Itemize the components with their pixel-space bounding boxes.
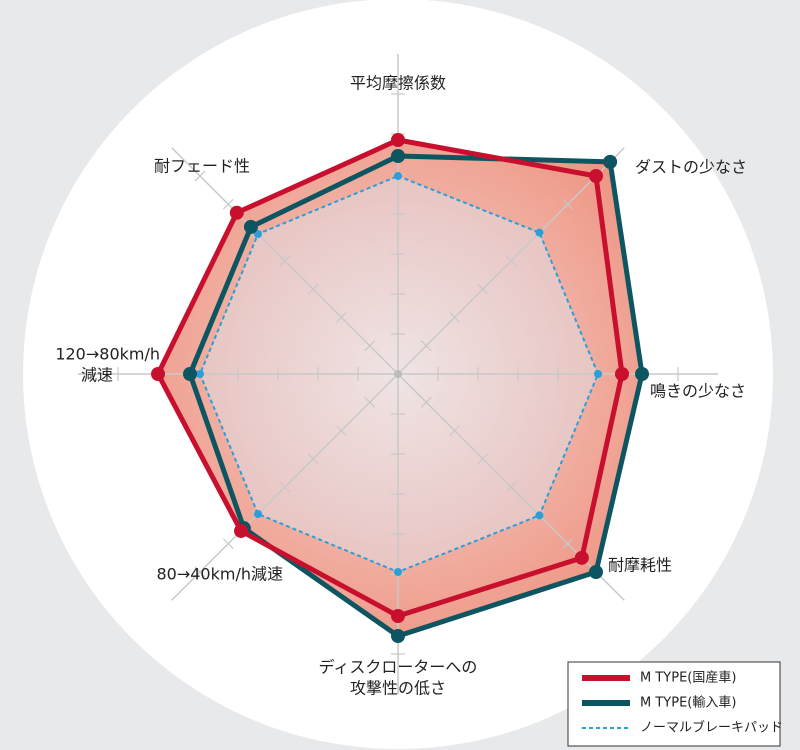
axis-label: ディスクローターへの [319, 658, 478, 677]
axis-label: 攻撃性の低さ [350, 679, 446, 698]
tick-mark [562, 538, 574, 550]
tick-mark [420, 396, 432, 408]
data-point [391, 149, 405, 163]
axis-label: 平均摩擦係数 [350, 74, 446, 93]
tick-mark [222, 198, 234, 210]
tick-mark [364, 340, 376, 352]
tick-mark [279, 255, 291, 267]
tick-mark [336, 312, 347, 323]
data-point [535, 228, 544, 237]
data-point [635, 367, 649, 381]
center-dot [394, 370, 402, 378]
data-point [535, 511, 544, 520]
tick-mark [505, 481, 517, 493]
axis-label: 耐摩耗性 [608, 556, 672, 575]
tick-mark [279, 481, 291, 493]
axis-label: 鳴きの少なさ [650, 382, 746, 401]
data-point [253, 510, 262, 519]
tick-mark [420, 340, 432, 352]
axis-label: 耐フェード性 [154, 157, 250, 176]
legend-label: M TYPE(国産車) [640, 670, 736, 686]
tick-mark [194, 170, 206, 182]
tick-mark [477, 283, 489, 295]
axis-label: 減速 [81, 366, 113, 385]
data-point [243, 219, 258, 234]
tick-mark [477, 453, 489, 465]
data-point [391, 629, 405, 643]
data-point [253, 229, 262, 238]
tick-mark [222, 538, 234, 550]
data-point [151, 367, 165, 381]
data-point [588, 564, 603, 579]
data-point [234, 523, 249, 538]
data-point [394, 568, 402, 576]
legend-label: M TYPE(輸入車) [640, 696, 736, 711]
tick-mark [307, 453, 319, 465]
data-point [391, 133, 405, 147]
axis-label: ダストの少なさ [635, 158, 747, 177]
tick-mark [449, 425, 460, 436]
data-point [394, 172, 402, 180]
tick-mark [307, 283, 319, 295]
axis-label: 120→80km/h [55, 345, 160, 364]
tick-mark [449, 312, 460, 323]
data-point [196, 370, 204, 378]
data-point [603, 154, 618, 169]
data-point [183, 367, 197, 381]
tick-mark [194, 566, 206, 578]
data-point [229, 205, 244, 220]
data-point [588, 169, 603, 184]
tick-mark [562, 198, 574, 210]
tick-mark [505, 255, 517, 267]
data-point [391, 609, 405, 623]
legend-label: ノーマルブレーキパッド [640, 720, 783, 736]
data-point [574, 550, 589, 565]
tick-mark [336, 425, 347, 436]
data-point [615, 367, 629, 381]
tick-mark [364, 396, 376, 408]
axis-label: 80→40km/h減速 [156, 565, 283, 584]
data-point [594, 370, 602, 378]
